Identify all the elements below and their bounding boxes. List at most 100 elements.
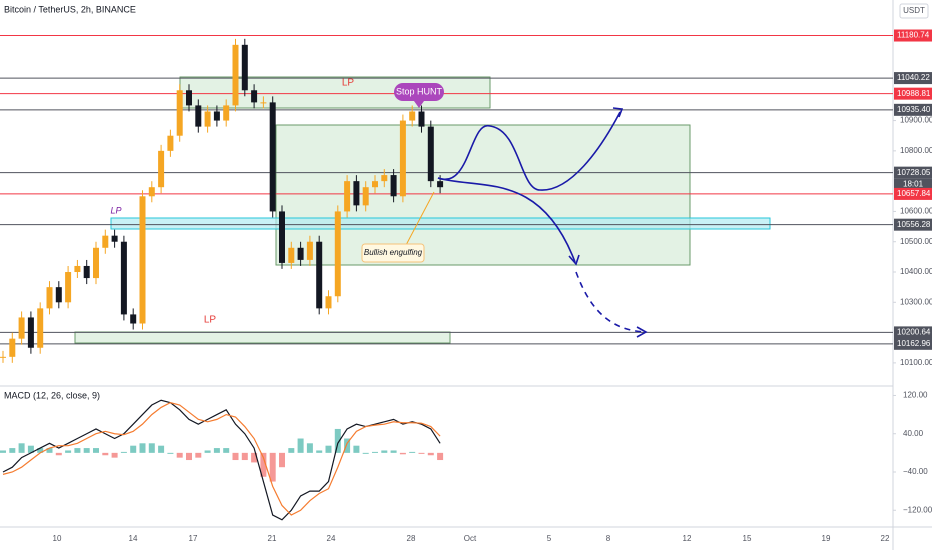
x-tick-label: 19 [822, 534, 831, 543]
candle [316, 241, 323, 309]
candle [223, 105, 230, 121]
arrow-head [636, 326, 648, 338]
candle [0, 356, 6, 358]
candle [251, 90, 258, 103]
price-label-box [894, 187, 932, 200]
candle [269, 102, 276, 212]
x-tick-label: 12 [683, 534, 692, 543]
symbol-title: Bitcoin / TetherUS, 2h, BINANCE [4, 4, 136, 14]
annotation: Bullish engulfing [364, 248, 423, 257]
histogram-bar [437, 452, 444, 461]
y-tick-label: 10300.00 [900, 297, 932, 306]
histogram-bar [46, 448, 53, 453]
candle [37, 308, 44, 348]
y-tick-label: −40.00 [903, 467, 928, 476]
histogram-bar [186, 452, 192, 461]
histogram-bar [372, 451, 378, 453]
histogram-bar [55, 452, 62, 456]
histogram-bar [334, 428, 341, 453]
histogram-bar [9, 448, 16, 453]
x-tick-label: 10 [53, 534, 62, 543]
y-tick-label: −120.00 [903, 505, 932, 514]
histogram-bar [27, 445, 34, 453]
indicator-title: MACD (12, 26, close, 9) [4, 390, 100, 400]
candle [241, 44, 248, 91]
y-tick-label: 40.00 [903, 429, 924, 438]
x-tick-label: 21 [268, 534, 277, 543]
candle [334, 211, 341, 297]
y-tick-label: 120.00 [903, 391, 928, 400]
candle [74, 265, 81, 273]
histogram-bar [111, 452, 118, 458]
candle [381, 175, 388, 182]
candle [232, 44, 239, 106]
x-tick-label: 17 [189, 534, 198, 543]
histogram-bar [260, 452, 267, 477]
price-label-box [894, 218, 932, 231]
candle [9, 338, 16, 357]
candle [120, 241, 127, 315]
candle [288, 247, 295, 263]
price-label-box [894, 87, 932, 100]
candle [46, 287, 53, 309]
histogram-bar [139, 443, 146, 453]
candle [353, 181, 360, 206]
histogram-bar [297, 438, 304, 453]
histogram-bar [344, 438, 351, 453]
histogram-bar [223, 448, 230, 453]
price-label-box [894, 29, 932, 42]
callout-tip [414, 101, 424, 108]
x-tick-label: Oct [464, 534, 477, 543]
candle [204, 111, 211, 127]
connector [404, 191, 435, 248]
signal-line [2, 401, 441, 516]
histogram-bar [427, 452, 434, 456]
x-tick-label: 5 [547, 534, 552, 543]
histogram-bar [65, 450, 72, 453]
price-label: 10556.28 [897, 220, 931, 229]
price-label: 10657.84 [897, 189, 931, 198]
candle [167, 135, 174, 151]
y-tick-label: 10400.00 [900, 267, 932, 276]
x-tick-label: 8 [606, 534, 611, 543]
price-label: 11180.74 [897, 31, 930, 40]
candle [83, 265, 90, 279]
histogram-bar [176, 452, 183, 458]
histogram-bar [306, 443, 313, 453]
histogram-bar [93, 448, 99, 453]
arrow-head [568, 254, 580, 266]
currency[interactable]: USDT [903, 6, 925, 15]
candle [260, 102, 267, 104]
candle [139, 196, 146, 324]
candle [27, 317, 34, 348]
candle [409, 111, 416, 121]
candle [372, 181, 378, 188]
price-label-box [894, 166, 932, 179]
histogram-bar [316, 450, 323, 453]
histogram-bar [418, 452, 425, 454]
candle [399, 120, 406, 197]
candle [390, 175, 397, 197]
y-tick-label: 10900.00 [900, 116, 932, 125]
price-label: 10728.05 [897, 168, 931, 177]
histogram-bar [74, 448, 81, 453]
candle [65, 272, 72, 303]
y-tick-label: 10600.00 [900, 207, 932, 216]
currency-box[interactable] [899, 3, 929, 19]
candle [176, 90, 183, 136]
histogram-bar [37, 448, 44, 453]
histogram-bar [213, 448, 220, 453]
price-label: 10162.96 [897, 339, 931, 348]
countdown: 18:01 [903, 179, 924, 188]
zone [110, 217, 771, 230]
candle [437, 181, 444, 188]
candle [344, 181, 351, 212]
histogram-bar [353, 445, 360, 453]
histogram-bar [409, 451, 416, 453]
histogram-bar [83, 448, 90, 453]
histogram-bar [130, 445, 137, 453]
candle [325, 296, 332, 309]
candle [186, 90, 192, 106]
candle [93, 247, 99, 279]
candle [427, 126, 434, 182]
